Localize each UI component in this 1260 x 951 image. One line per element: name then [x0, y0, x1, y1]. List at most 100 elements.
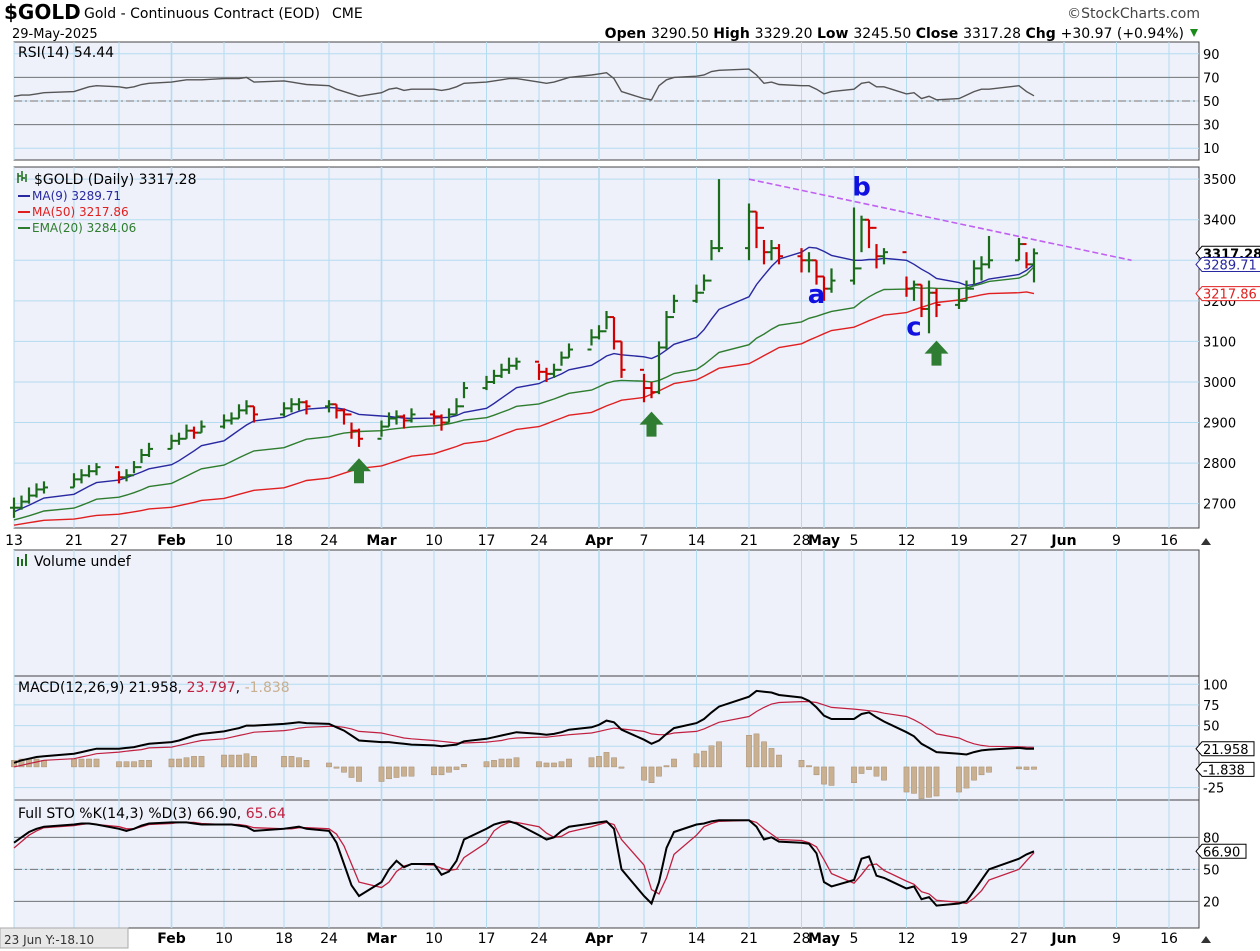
x-axis-top-label: 19	[950, 533, 968, 549]
sto-title-label: Full STO %K(14,3) %D(3)	[18, 806, 197, 822]
sto-value-label: 66.90	[1203, 845, 1240, 860]
x-axis-bottom-label: Jun	[1050, 931, 1076, 947]
macd-tick-label: 75	[1203, 699, 1220, 714]
macd-histogram-bar	[926, 766, 932, 798]
macd-histogram-bar	[1031, 766, 1037, 770]
macd-histogram-bar	[506, 758, 512, 768]
macd-histogram-bar	[281, 756, 287, 768]
macd-title: MACD(12,26,9) 21.958, 23.797, -1.838	[18, 680, 290, 696]
sto-k-line	[13, 819, 1035, 907]
sto-k-value: 66.90,	[197, 806, 246, 822]
macd-histogram-bar	[221, 754, 227, 768]
x-axis-top-label: 10	[215, 533, 233, 549]
macd-histogram-bar	[401, 766, 407, 777]
legend-ema20: EMA(20) 3284.06	[32, 221, 136, 235]
macd-histogram-bar	[86, 758, 92, 768]
macd-histogram-bar	[671, 758, 677, 768]
macd-histogram-bar	[858, 766, 865, 774]
price-tick-label: 3500	[1203, 173, 1236, 188]
x-axis-bottom-label: 9	[1112, 931, 1121, 947]
x-axis-bottom-label: 5	[850, 931, 859, 947]
macd-histogram-bar	[183, 757, 190, 768]
last-value-label: 3289.71	[1203, 258, 1257, 273]
x-axis-top-label: 16	[1160, 533, 1178, 549]
low-value: 3245.50	[853, 26, 915, 42]
macd-histogram-bar	[663, 765, 670, 768]
x-axis-bottom-label: 7	[640, 931, 649, 947]
macd-histogram-bar	[326, 762, 332, 768]
price-tick-label: 2800	[1203, 457, 1236, 472]
macd-histogram-bar	[716, 741, 722, 768]
high-value: 3329.20	[755, 26, 817, 42]
macd-histogram-bar	[18, 758, 25, 768]
macd-histogram-bar	[296, 757, 302, 768]
x-axis-top-label: May	[808, 533, 840, 549]
macd-value-label: -1.838	[1203, 763, 1245, 778]
macd-histogram-bar	[978, 766, 985, 776]
open-value: 3290.50	[651, 26, 713, 42]
macd-histogram-bar	[483, 761, 490, 768]
macd-histogram-bar	[768, 748, 775, 768]
x-axis-top-label: 18	[275, 533, 293, 549]
x-axis-top-label: 5	[850, 533, 859, 549]
header-brand: ©StockCharts.com	[1067, 6, 1200, 22]
macd-histogram-bar	[198, 756, 205, 768]
macd-histogram-bar	[828, 766, 835, 786]
macd-histogram-bar	[656, 766, 662, 777]
macd-histogram-bar	[146, 760, 152, 768]
price-tick-label: 3000	[1203, 376, 1236, 391]
x-axis-top-label: Feb	[157, 533, 186, 549]
legend-ma50: MA(50) 3217.86	[32, 205, 129, 219]
x-axis-top-label: 24	[530, 533, 548, 549]
macd-tick-label: -25	[1203, 782, 1224, 797]
x-axis-top-label: 14	[688, 533, 706, 549]
macd-histogram-bar	[701, 750, 707, 768]
macd-histogram-bar	[911, 766, 917, 794]
rsi-tick-label: 10	[1203, 142, 1220, 157]
macd-histogram-bar	[536, 761, 542, 768]
macd-histogram-bar	[798, 760, 805, 768]
rsi-tick-label: 90	[1203, 48, 1220, 63]
macd-histogram-bar	[78, 758, 85, 768]
x-axis-bottom-label: 10	[215, 931, 233, 947]
x-axis-top-label: 27	[110, 533, 128, 549]
rsi-line	[13, 68, 1035, 101]
macd-histogram-bar	[641, 766, 647, 781]
macd-histogram-bar	[228, 754, 235, 768]
price-title: $GOLD (Daily) 3317.28	[34, 172, 197, 188]
macd-histogram-bar	[761, 741, 767, 768]
x-axis-bottom-label: 14	[688, 931, 706, 947]
last-value-frame	[1195, 256, 1260, 272]
macd-histogram-bar	[851, 766, 857, 784]
sto-title: Full STO %K(14,3) %D(3) 66.90, 65.64	[18, 806, 286, 822]
macd-hist-value: -1.838	[245, 680, 290, 696]
price-tick-label: 3400	[1203, 214, 1236, 229]
macd-histogram-bar	[1023, 766, 1030, 770]
macd-histogram-bar	[393, 766, 400, 778]
up-arrow-icon	[347, 458, 371, 484]
macd-tick-label: 100	[1203, 678, 1228, 693]
macd-histogram-bar	[558, 761, 565, 768]
open-label: Open	[605, 26, 651, 42]
macd-histogram-bar	[138, 760, 145, 768]
header-name: Gold - Continuous Contract (EOD)	[84, 6, 320, 22]
x-axis-bottom-label: Mar	[366, 931, 396, 947]
macd-histogram-bar	[251, 756, 257, 768]
macd-histogram-bar	[588, 757, 595, 768]
x-axis-top-label: Mar	[366, 533, 396, 549]
x-axis-bottom-label: 24	[530, 931, 548, 947]
macd-histogram-bar	[551, 762, 557, 768]
x-axis-top-label: 17	[478, 533, 496, 549]
last-value-frame	[1195, 286, 1260, 302]
macd-value-frame	[1195, 741, 1255, 757]
x-axis-bottom-label: 27	[1010, 931, 1028, 947]
chg-label: Chg	[1025, 26, 1060, 42]
wave-label-a: a	[808, 280, 826, 310]
macd-histogram-bar	[431, 766, 437, 776]
close-value: 3317.28	[963, 26, 1025, 42]
macd-histogram-bar	[806, 765, 812, 768]
macd-histogram-bar	[971, 766, 977, 781]
wave-label-b: b	[852, 172, 871, 202]
macd-value-label: 21.958	[1203, 743, 1249, 758]
